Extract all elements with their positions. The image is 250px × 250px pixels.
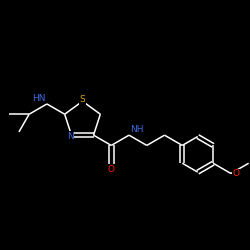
Text: S: S — [80, 96, 86, 104]
Text: N: N — [67, 132, 73, 141]
Text: O: O — [232, 169, 239, 178]
Text: O: O — [108, 165, 115, 174]
Text: NH: NH — [130, 125, 144, 134]
Text: HN: HN — [32, 94, 46, 103]
